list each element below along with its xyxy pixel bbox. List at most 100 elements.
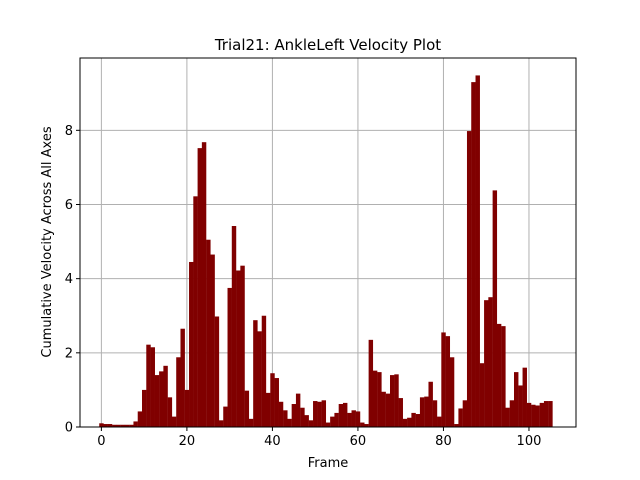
bar-frame-57 <box>342 402 348 427</box>
bar-frame-81 <box>445 336 451 427</box>
bar-frame-69 <box>394 374 399 427</box>
bar-frame-100 <box>526 402 532 427</box>
bar-frame-16 <box>167 397 173 427</box>
bar-frame-43 <box>283 410 288 427</box>
bar-frame-104 <box>543 401 549 427</box>
bar-frame-8 <box>133 421 138 427</box>
bar-frame-19 <box>180 328 185 427</box>
bar-frame-96 <box>509 400 515 427</box>
bar-frame-41 <box>274 378 279 427</box>
bar-frame-4 <box>116 424 121 427</box>
bar-frame-101 <box>531 404 536 427</box>
bar-frame-103 <box>539 402 545 427</box>
bar-frame-82 <box>449 357 455 427</box>
bar-frame-51 <box>317 401 322 427</box>
bar-frame-15 <box>163 365 168 427</box>
bar-frame-6 <box>124 424 130 427</box>
bar-frame-18 <box>176 357 181 427</box>
x-tick-label: 40 <box>264 434 281 449</box>
bar-frame-10 <box>142 389 147 427</box>
bar-frame-62 <box>364 424 369 427</box>
bar-frame-74 <box>415 414 421 427</box>
bar-frame-75 <box>419 397 425 427</box>
bar-frame-17 <box>171 416 177 427</box>
x-tick-label: 60 <box>350 434 367 449</box>
bar-frame-83 <box>454 424 459 427</box>
bar-frame-48 <box>304 415 309 427</box>
bar-frame-39 <box>266 392 271 427</box>
x-tick-label: 20 <box>179 434 196 449</box>
bar-frame-21 <box>189 261 194 427</box>
bar-frame-58 <box>347 412 352 427</box>
bar-frame-42 <box>278 401 284 427</box>
bar-frame-37 <box>257 331 262 427</box>
bar-frame-88 <box>475 75 480 428</box>
bar-frame-25 <box>206 239 211 427</box>
bar-frame-63 <box>368 339 374 427</box>
bar-frame-65 <box>377 372 382 427</box>
bar-frame-92 <box>492 190 498 427</box>
bar-frame-61 <box>360 422 365 427</box>
bar-frame-77 <box>428 381 433 427</box>
y-tick-label: 0 <box>65 421 73 436</box>
bar-frame-56 <box>338 404 344 427</box>
x-tick-label: 0 <box>97 434 105 449</box>
bar-frame-33 <box>240 265 245 427</box>
bar-frame-35 <box>248 418 254 427</box>
bar-frame-5 <box>120 424 126 427</box>
x-axis-label: Frame <box>308 456 349 471</box>
bar-frame-22 <box>193 196 198 427</box>
bar-frame-72 <box>407 417 412 427</box>
bar-frame-40 <box>270 373 275 427</box>
bar-frame-53 <box>325 422 331 427</box>
bar-frame-80 <box>441 332 446 427</box>
bar-frame-73 <box>411 412 416 427</box>
bar-frame-28 <box>218 420 224 427</box>
bar-frame-67 <box>385 393 391 427</box>
bar-frame-50 <box>313 401 318 427</box>
bar-frame-13 <box>154 375 160 427</box>
bar-frame-90 <box>484 300 489 427</box>
x-tick-label: 80 <box>435 434 452 449</box>
bar-frame-102 <box>535 405 540 427</box>
bar-frame-60 <box>355 411 361 427</box>
bar-frame-91 <box>488 297 493 427</box>
bar-frame-23 <box>197 148 203 427</box>
bar-frame-7 <box>129 424 134 427</box>
chart-title: Trial21: AnkleLeft Velocity Plot <box>214 36 441 54</box>
bar-frame-1 <box>103 424 108 427</box>
y-tick-label: 8 <box>65 124 73 139</box>
bar-frame-24 <box>201 142 207 427</box>
bar-frame-55 <box>334 412 339 427</box>
bar-frame-97 <box>514 372 519 427</box>
bar-frame-47 <box>300 407 305 427</box>
bar-frame-31 <box>231 226 237 427</box>
bar-frame-36 <box>253 320 258 427</box>
bar-frame-79 <box>437 416 442 427</box>
y-tick-label: 4 <box>65 272 73 287</box>
bar-frame-99 <box>522 367 527 427</box>
bar-frame-14 <box>159 371 164 427</box>
bar-frame-30 <box>227 287 232 427</box>
bars <box>99 75 553 428</box>
y-tick-label: 2 <box>65 346 73 361</box>
bar-frame-78 <box>432 400 438 427</box>
bar-frame-26 <box>210 254 215 427</box>
bar-frame-44 <box>287 418 292 427</box>
axis-ticks: 0 20 40 60 80 100 0 2 4 6 8 <box>65 124 542 449</box>
bar-frame-86 <box>466 131 472 427</box>
bar-frame-45 <box>291 404 297 427</box>
bar-frame-2 <box>107 424 113 427</box>
bar-frame-64 <box>372 370 378 427</box>
bar-frame-66 <box>381 391 386 427</box>
bar-frame-38 <box>261 315 267 427</box>
bar-frame-3 <box>112 424 117 427</box>
bar-frame-87 <box>471 82 476 428</box>
y-tick-label: 6 <box>65 198 73 213</box>
plot-frame <box>79 57 577 428</box>
bar-frame-89 <box>479 363 485 427</box>
bar-frame-71 <box>402 418 408 427</box>
bar-frame-95 <box>505 407 510 427</box>
bar-frame-59 <box>351 410 356 427</box>
